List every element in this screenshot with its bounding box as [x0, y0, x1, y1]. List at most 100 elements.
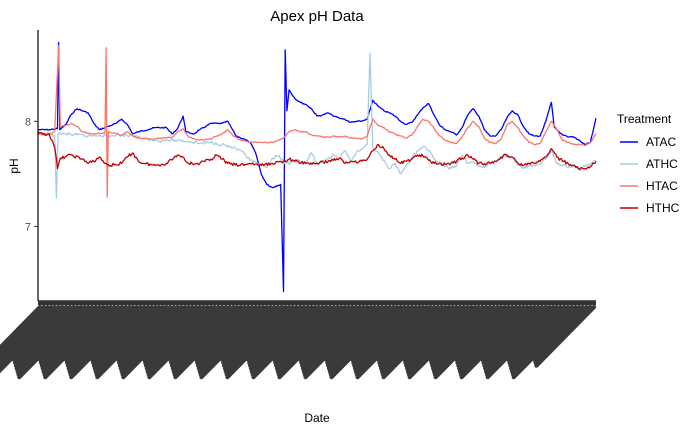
x-tick-label — [16, 304, 87, 377]
x-tick-label — [480, 304, 537, 362]
x-tick-label — [0, 304, 61, 370]
x-tick-label — [171, 304, 240, 374]
x-tick-label — [484, 304, 556, 377]
x-tick-label — [198, 304, 269, 377]
x-tick-label — [145, 304, 214, 374]
series-line-atac — [38, 41, 597, 293]
x-tick-label — [352, 304, 418, 371]
x-tick-label — [222, 304, 288, 371]
x-tick-label — [121, 304, 195, 380]
legend-item-hthc[interactable]: HTHC — [620, 201, 680, 215]
x-tick-label — [0, 304, 46, 355]
x-tick-label — [274, 304, 336, 368]
x-tick-label — [300, 304, 366, 371]
x-tick-label — [14, 304, 80, 371]
x-tick-label — [509, 304, 574, 371]
x-tick-label — [194, 304, 251, 362]
x-tick-label — [433, 304, 507, 380]
x-tick-label — [0, 304, 54, 362]
x-tick-label — [64, 304, 124, 365]
legend-item-atac[interactable]: ATAC — [620, 135, 677, 149]
x-tick-label — [507, 304, 567, 365]
x-tick-label — [38, 304, 98, 365]
x-tick-label — [168, 304, 225, 362]
x-tick-label — [378, 304, 440, 368]
x-tick-label — [119, 304, 188, 374]
x-tick-label — [432, 304, 504, 377]
x-tick-label — [68, 304, 139, 377]
x-tick-label — [325, 304, 385, 365]
series-line-hthc — [37, 131, 597, 171]
x-tick-label — [146, 304, 217, 377]
x-tick-label — [94, 304, 165, 377]
x-tick-label — [403, 304, 463, 365]
x-tick-label — [221, 304, 284, 368]
x-tick-label — [147, 304, 221, 380]
x-tick-label — [17, 304, 91, 380]
x-tick-label — [43, 304, 117, 380]
x-tick-label — [143, 304, 202, 365]
x-tick-label — [248, 304, 310, 368]
x-tick-label — [144, 304, 210, 371]
x-tick-marks — [38, 301, 596, 305]
x-tick-label — [220, 304, 277, 362]
x-tick-label — [429, 304, 489, 365]
x-tick-label — [90, 304, 147, 362]
x-tick-label — [324, 304, 381, 362]
x-tick-label — [13, 304, 76, 368]
x-tick-label — [38, 304, 95, 362]
x-tick-label — [0, 304, 50, 359]
x-tick-label — [457, 304, 526, 374]
x-tick-label — [120, 304, 191, 377]
x-tick-label — [326, 304, 392, 371]
x-tick-label — [511, 304, 585, 380]
x-tick-label — [65, 304, 128, 368]
x-tick-label — [483, 304, 552, 374]
x-tick-label — [402, 304, 459, 362]
x-tick-label — [405, 304, 474, 374]
x-tick-label — [298, 304, 355, 362]
x-tick-label — [379, 304, 448, 374]
x-tick-label — [196, 304, 262, 371]
x-tick-label — [532, 304, 589, 362]
x-tick-label — [12, 304, 69, 362]
legend-item-athc[interactable]: ATHC — [620, 157, 678, 171]
x-tick-label — [354, 304, 426, 377]
x-tick-label — [405, 304, 470, 371]
x-tick-label — [93, 304, 162, 374]
x-tick-label — [0, 304, 43, 351]
x-tick-label — [225, 304, 299, 380]
legend-item-htac[interactable]: HTAC — [620, 179, 678, 193]
x-tick-label — [534, 304, 597, 368]
x-tick-label — [510, 304, 582, 377]
x-tick-label — [169, 304, 232, 368]
x-tick-label — [69, 304, 143, 380]
x-tick-label — [481, 304, 541, 365]
x-tick-label — [95, 304, 169, 380]
x-tick-label — [92, 304, 158, 371]
x-tick-label — [247, 304, 307, 365]
x-tick-label — [431, 304, 496, 371]
x-tick-label — [195, 304, 255, 365]
x-tick-label — [246, 304, 303, 362]
x-tick-label — [351, 304, 411, 365]
x-tick-label — [381, 304, 455, 380]
legend-label-htac: HTAC — [646, 179, 678, 193]
x-tick-label — [0, 304, 57, 366]
x-tick-label — [39, 304, 102, 368]
x-tick-label — [483, 304, 548, 371]
x-tick-label — [142, 304, 199, 362]
x-tick-label — [169, 304, 229, 365]
legend[interactable]: ATAC ATHC HTAC HTHC — [620, 135, 680, 215]
x-tick-label — [42, 304, 113, 377]
x-tick-label — [251, 304, 325, 380]
chart-title: Apex pH Data — [270, 8, 364, 25]
x-tick-label — [376, 304, 433, 362]
x-tick-labels — [0, 304, 597, 380]
x-tick-label — [350, 304, 407, 362]
x-tick-label — [221, 304, 281, 365]
x-tick-label — [249, 304, 318, 374]
x-tick-label — [172, 304, 243, 377]
x-tick-label — [195, 304, 258, 368]
